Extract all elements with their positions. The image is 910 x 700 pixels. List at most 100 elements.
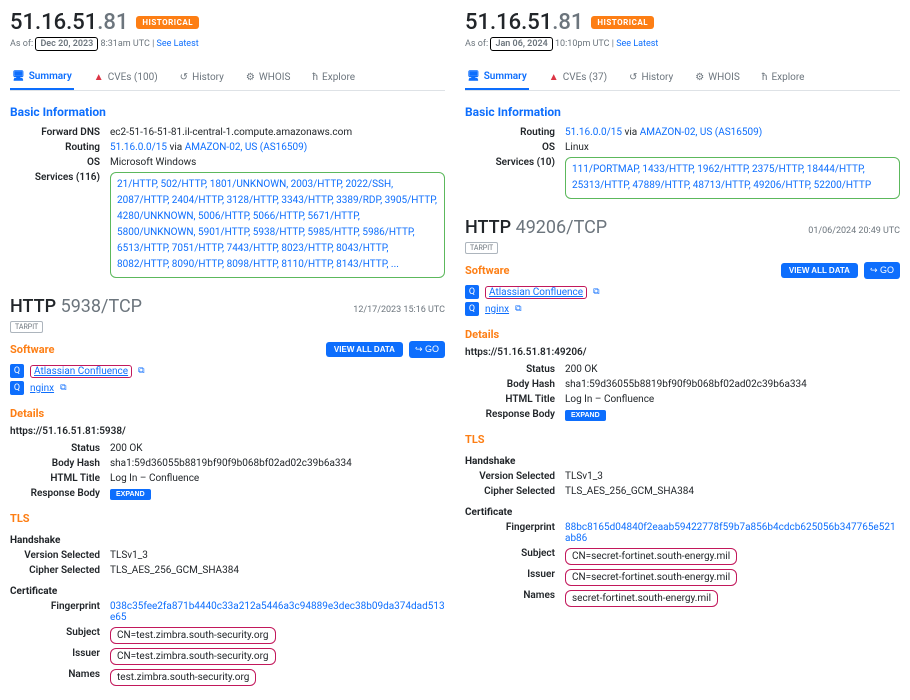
response-body-label: Response Body <box>10 488 110 500</box>
services-box: 111/PORTMAP, 1433/HTTP, 1962/HTTP, 2375/… <box>565 157 900 199</box>
asof-date: Jan 06, 2024 <box>490 37 552 51</box>
cert-highlight: CN=secret-fortinet.south-energy.mil <box>565 569 737 586</box>
details-heading: Details <box>10 407 445 420</box>
details-heading: Details <box>465 328 900 341</box>
issuer-value: CN=secret-fortinet.south-energy.mil <box>572 572 730 583</box>
external-link-icon[interactable]: ⧉ <box>138 366 144 376</box>
os-label: OS <box>465 142 565 153</box>
see-latest-link[interactable]: See Latest <box>157 39 199 49</box>
ip-address: 51.16.51.81 <box>10 10 128 35</box>
tarpit-badge: TARPIT <box>10 321 43 333</box>
http-timestamp: 12/17/2023 15:16 UTC <box>353 305 445 315</box>
fingerprint-label: Fingerprint <box>465 522 565 544</box>
routing-as-link[interactable]: AMAZON-02, US (AS16509) <box>185 142 308 153</box>
basic-info-heading: Basic Information <box>10 105 445 119</box>
cert-highlight: CN=test.zimbra.south-security.org <box>110 648 276 665</box>
view-all-data-button[interactable]: VIEW ALL DATA <box>781 263 858 278</box>
search-icon[interactable]: Q <box>465 285 479 299</box>
asof-date: Dec 20, 2023 <box>35 37 98 51</box>
tab-explore[interactable]: ħExplore <box>310 65 357 90</box>
explore-icon: ħ <box>762 72 768 83</box>
fingerprint-link[interactable]: 038c35fee2fa871b4440c33a212a5446a3c94889… <box>110 601 445 623</box>
tabs: 🖥Summary ▲CVEs (37) ↺History ⚙WHOIS ħExp… <box>465 65 900 91</box>
go-button[interactable]: ↪ GO <box>409 341 445 358</box>
see-latest-link[interactable]: See Latest <box>616 39 658 49</box>
tab-history[interactable]: ↺History <box>178 65 226 90</box>
explore-icon: ħ <box>312 72 318 83</box>
external-link-icon[interactable]: ⧉ <box>515 304 521 314</box>
monitor-icon: 🖥 <box>12 71 25 82</box>
details-url: https://51.16.51.81:5938/ <box>10 426 445 437</box>
ip-address: 51.16.51.81 <box>465 10 583 35</box>
os-value: Microsoft Windows <box>110 157 445 168</box>
expand-button[interactable]: EXPAND <box>110 489 151 500</box>
ip-header: 51.16.51.81 HISTORICAL <box>465 10 900 35</box>
fingerprint-link[interactable]: 88bc8165d04840f2eaab59422778f59b7a856b4c… <box>565 522 896 544</box>
services-label: Services (10) <box>465 157 565 199</box>
cert-highlight: CN=test.zimbra.south-security.org <box>110 627 276 644</box>
cipher-label: Cipher Selected <box>465 486 565 497</box>
status-value: 200 OK <box>565 364 900 375</box>
expand-button[interactable]: EXPAND <box>565 410 606 421</box>
details-url: https://51.16.51.81:49206/ <box>465 347 900 358</box>
http-header: HTTP 49206/TCP 01/06/2024 20:49 UTC <box>465 217 900 238</box>
html-title-label: HTML Title <box>10 473 110 484</box>
http-title: HTTP 49206/TCP <box>465 217 607 238</box>
software-heading: Software <box>465 264 775 277</box>
issuer-label: Issuer <box>10 648 110 665</box>
warning-icon: ▲ <box>549 72 559 83</box>
cipher-label: Cipher Selected <box>10 565 110 576</box>
tab-cves[interactable]: ▲CVEs (100) <box>92 65 160 90</box>
body-hash-value: sha1:59d36055b8819bf90f9b068bf02ad02c39b… <box>110 458 445 469</box>
tab-whois[interactable]: ⚙WHOIS <box>244 65 293 90</box>
tab-history[interactable]: ↺History <box>627 65 675 90</box>
view-all-data-button[interactable]: VIEW ALL DATA <box>326 342 403 357</box>
tab-summary[interactable]: 🖥Summary <box>465 65 529 90</box>
fingerprint-label: Fingerprint <box>10 601 110 623</box>
http-title: HTTP 5938/TCP <box>10 296 142 317</box>
routing-cidr-link[interactable]: 51.16.0.0/15 <box>110 142 167 153</box>
software-confluence-link[interactable]: Atlassian Confluence <box>489 287 583 298</box>
html-title-value: Log In – Confluence <box>565 394 900 405</box>
asof-line: As of: Jan 06, 2024 10:10pm UTC | See La… <box>465 39 900 49</box>
names-label: Names <box>10 669 110 686</box>
routing-label: Routing <box>10 142 110 153</box>
http-timestamp: 01/06/2024 20:49 UTC <box>808 226 900 236</box>
certificate-heading: Certificate <box>10 586 445 597</box>
body-hash-value: sha1:59d36055b8819bf90f9b068bf02ad02c39b… <box>565 379 900 390</box>
routing-value: 51.16.0.0/15 via AMAZON-02, US (AS16509) <box>565 127 900 138</box>
routing-as-link[interactable]: AMAZON-02, US (AS16509) <box>640 127 763 138</box>
comparison-container: 51.16.51.81 HISTORICAL As of: Dec 20, 20… <box>10 10 900 690</box>
software-highlight: Atlassian Confluence <box>485 286 587 299</box>
tab-cves[interactable]: ▲CVEs (37) <box>547 65 609 90</box>
services-list[interactable]: 111/PORTMAP, 1433/HTTP, 1962/HTTP, 2375/… <box>572 164 871 191</box>
go-button[interactable]: ↪ GO <box>864 262 900 279</box>
tab-whois[interactable]: ⚙WHOIS <box>693 65 742 90</box>
routing-cidr-link[interactable]: 51.16.0.0/15 <box>565 127 622 138</box>
external-link-icon[interactable]: ⧉ <box>60 383 66 393</box>
names-value: test.zimbra.south-security.org <box>117 672 249 683</box>
tab-explore[interactable]: ħExplore <box>760 65 807 90</box>
services-list[interactable]: 21/HTTP, 502/HTTP, 1801/UNKNOWN, 2003/HT… <box>117 179 437 270</box>
software-heading: Software <box>10 343 320 356</box>
search-icon[interactable]: Q <box>10 381 24 395</box>
software-confluence-link[interactable]: Atlassian Confluence <box>34 366 128 377</box>
issuer-label: Issuer <box>465 569 565 586</box>
http-header: HTTP 5938/TCP 12/17/2023 15:16 UTC <box>10 296 445 317</box>
search-icon[interactable]: Q <box>465 302 479 316</box>
software-nginx-link[interactable]: nginx <box>30 383 54 394</box>
asof-line: As of: Dec 20, 2023 8:31am UTC | See Lat… <box>10 39 445 49</box>
os-value: Linux <box>565 142 900 153</box>
tab-summary[interactable]: 🖥Summary <box>10 65 74 90</box>
external-link-icon[interactable]: ⧉ <box>593 287 599 297</box>
software-nginx-link[interactable]: nginx <box>485 304 509 315</box>
historical-badge: HISTORICAL <box>591 16 654 29</box>
search-icon[interactable]: Q <box>10 364 24 378</box>
cipher-value: TLS_AES_256_GCM_SHA384 <box>110 565 445 576</box>
tabs: 🖥Summary ▲CVEs (100) ↺History ⚙WHOIS ħEx… <box>10 65 445 91</box>
services-box: 21/HTTP, 502/HTTP, 1801/UNKNOWN, 2003/HT… <box>110 172 445 278</box>
subject-label: Subject <box>10 627 110 644</box>
issuer-value: CN=test.zimbra.south-security.org <box>117 651 269 662</box>
handshake-heading: Handshake <box>465 456 900 467</box>
handshake-heading: Handshake <box>10 535 445 546</box>
